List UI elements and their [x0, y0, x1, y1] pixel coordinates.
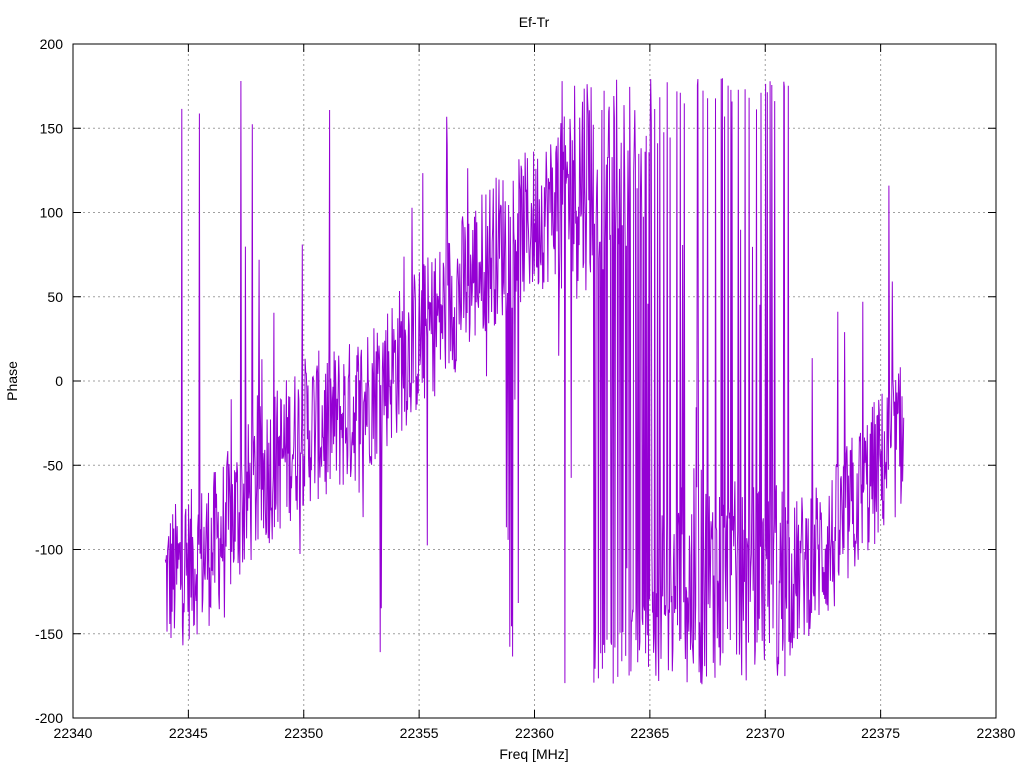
x-axis-label: Freq [MHz] [499, 746, 568, 762]
y-tick-label: 100 [40, 205, 64, 221]
x-tick-label: 22355 [400, 725, 439, 741]
y-tick-label: 200 [40, 36, 64, 52]
x-tick-labels: 22340 22345 22350 22355 22360 22365 22370 22375… [54, 725, 1016, 741]
y-tick-label: 50 [47, 289, 63, 305]
y-tick-label: 150 [40, 120, 64, 136]
x-tick-label: 22345 [169, 725, 208, 741]
y-tick-label: -150 [35, 626, 63, 642]
tick-marks [72, 43, 997, 719]
y-tick-labels: -200 -150 -100 -50 0 50 100 150 200 [35, 36, 63, 726]
x-tick-label: 22340 [54, 725, 93, 741]
y-tick-label: 0 [55, 373, 63, 389]
y-tick-label: -200 [35, 710, 63, 726]
y-axis-label: Phase [4, 361, 20, 401]
grid-lines [73, 44, 996, 718]
phase-series-line [164, 78, 905, 685]
y-tick-label: -50 [43, 457, 63, 473]
series-layer [164, 78, 905, 685]
x-tick-label: 22350 [284, 725, 323, 741]
x-tick-label: 22360 [515, 725, 554, 741]
chart-title: Ef-Tr [519, 14, 550, 30]
x-tick-label: 22365 [630, 725, 669, 741]
x-tick-label: 22370 [746, 725, 785, 741]
x-tick-label: 22380 [977, 725, 1016, 741]
x-tick-label: 22375 [861, 725, 900, 741]
y-tick-label: -100 [35, 542, 63, 558]
